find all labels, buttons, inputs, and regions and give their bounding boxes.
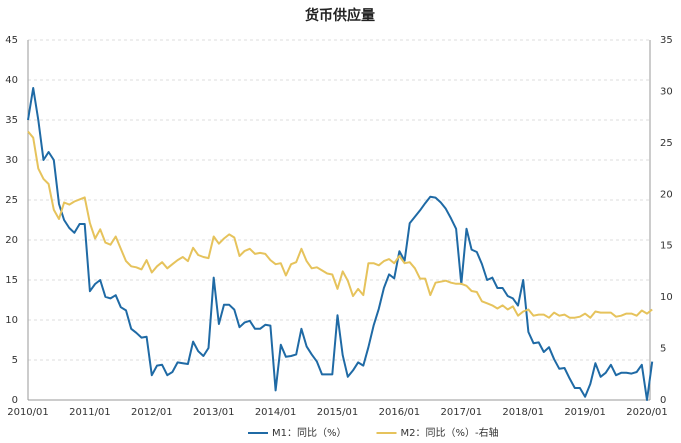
x-tick-label: 2017/01 — [441, 407, 483, 418]
legend-label: M1：同比（%） — [272, 427, 347, 439]
y-tick-label: 0 — [12, 395, 18, 406]
y-tick-label: 15 — [5, 275, 18, 286]
y-tick-label: 5 — [12, 355, 18, 366]
y-tick-label: 10 — [5, 315, 18, 326]
y-tick-label: 25 — [5, 195, 18, 206]
chart-title: 货币供应量 — [304, 7, 375, 24]
y2-tick-label: 25 — [660, 138, 673, 149]
x-tick-label: 2018/01 — [502, 407, 544, 418]
x-tick-label: 2010/01 — [7, 407, 49, 418]
y2-tick-label: 10 — [660, 292, 673, 303]
line-series — [27, 87, 654, 401]
y2-tick-label: 30 — [660, 86, 673, 97]
x-tick-label: 2019/01 — [564, 407, 606, 418]
x-tick-label: 2013/01 — [193, 407, 235, 418]
y-tick-label: 45 — [5, 35, 18, 46]
y-tick-label: 20 — [5, 235, 18, 246]
y2-tick-label: 15 — [660, 241, 673, 252]
legend-label: M2：同比（%）-右轴 — [401, 426, 499, 439]
y2-tick-label: 20 — [660, 189, 673, 200]
x-tick-label: 2016/01 — [379, 407, 421, 418]
y2-tick-label: 5 — [660, 344, 666, 355]
x-tick-label: 2011/01 — [69, 407, 111, 418]
x-tick-label: 2012/01 — [131, 407, 173, 418]
x-tick-label: 2020/01 — [626, 407, 668, 418]
line-series — [27, 130, 653, 319]
y2-tick-label: 0 — [660, 395, 666, 406]
y-tick-label: 40 — [5, 75, 18, 86]
y2-tick-label: 35 — [660, 35, 673, 46]
x-tick-label: 2015/01 — [317, 407, 359, 418]
y-tick-label: 30 — [5, 155, 18, 166]
x-tick-label: 2014/01 — [255, 407, 297, 418]
y-tick-label: 35 — [5, 115, 18, 126]
